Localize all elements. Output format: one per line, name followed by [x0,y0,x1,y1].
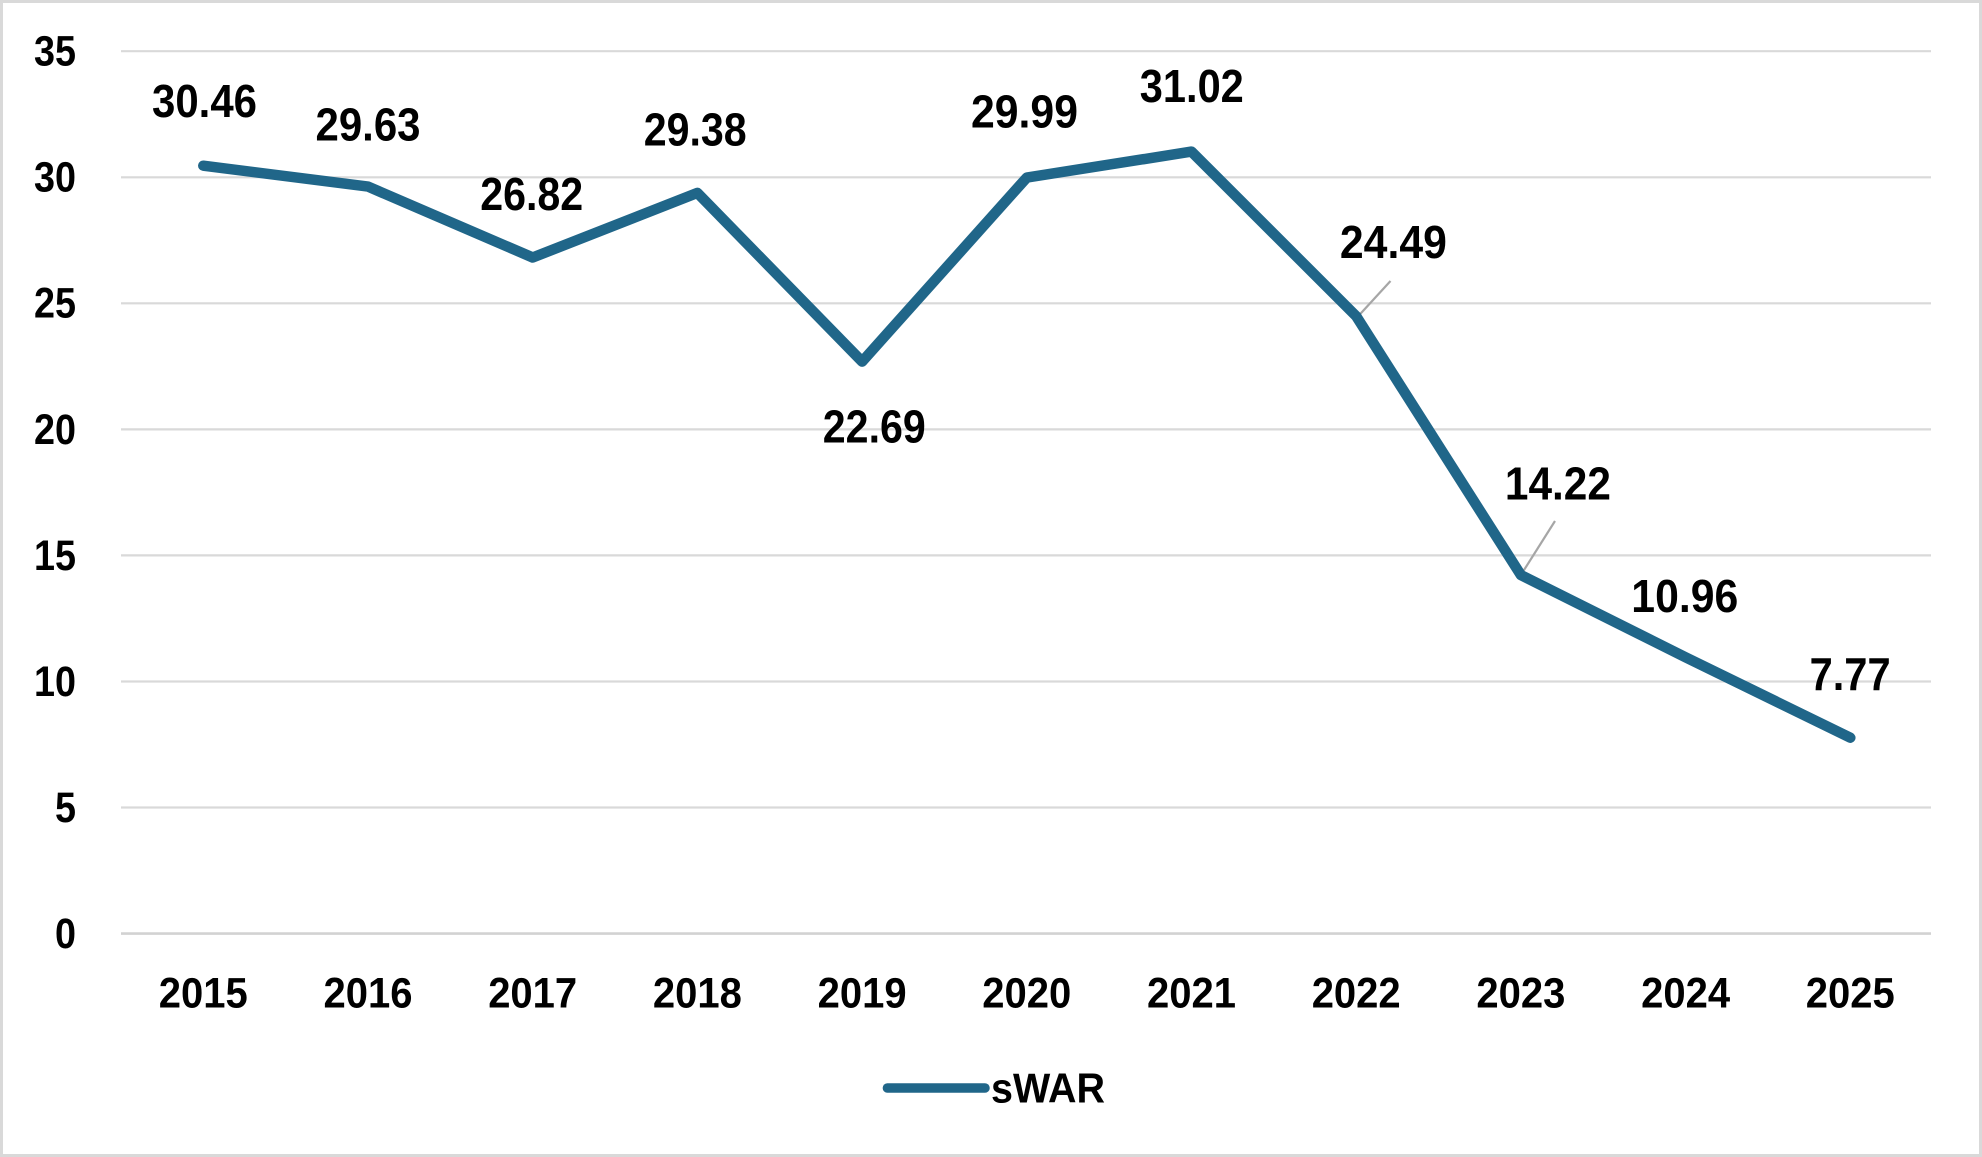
svg-text:35: 35 [34,28,76,76]
svg-text:2018: 2018 [653,970,742,1018]
svg-text:2016: 2016 [324,970,413,1018]
svg-text:20: 20 [34,406,76,454]
svg-text:29.63: 29.63 [316,98,421,150]
svg-text:2023: 2023 [1476,970,1565,1018]
svg-text:2021: 2021 [1147,970,1236,1018]
svg-text:30: 30 [34,154,76,202]
svg-text:2017: 2017 [488,970,577,1018]
svg-text:sWAR: sWAR [991,1065,1105,1112]
svg-text:2025: 2025 [1806,970,1895,1018]
svg-text:29.38: 29.38 [644,104,747,156]
svg-text:14.22: 14.22 [1505,458,1611,510]
svg-text:7.77: 7.77 [1810,648,1891,700]
svg-text:2019: 2019 [818,970,907,1018]
svg-text:2015: 2015 [159,970,248,1018]
svg-text:25: 25 [34,280,76,328]
svg-text:15: 15 [34,532,76,580]
svg-text:2020: 2020 [982,970,1071,1018]
svg-text:10: 10 [34,658,76,706]
svg-text:22.69: 22.69 [823,401,926,453]
svg-text:0: 0 [55,910,76,958]
svg-text:10.96: 10.96 [1631,570,1738,622]
svg-text:2024: 2024 [1641,970,1730,1018]
svg-text:2022: 2022 [1312,970,1401,1018]
svg-text:5: 5 [55,784,76,832]
svg-text:31.02: 31.02 [1140,60,1244,112]
svg-text:24.49: 24.49 [1340,216,1447,268]
svg-text:29.99: 29.99 [971,86,1078,138]
svg-text:26.82: 26.82 [480,168,583,220]
svg-text:30.46: 30.46 [152,75,257,127]
